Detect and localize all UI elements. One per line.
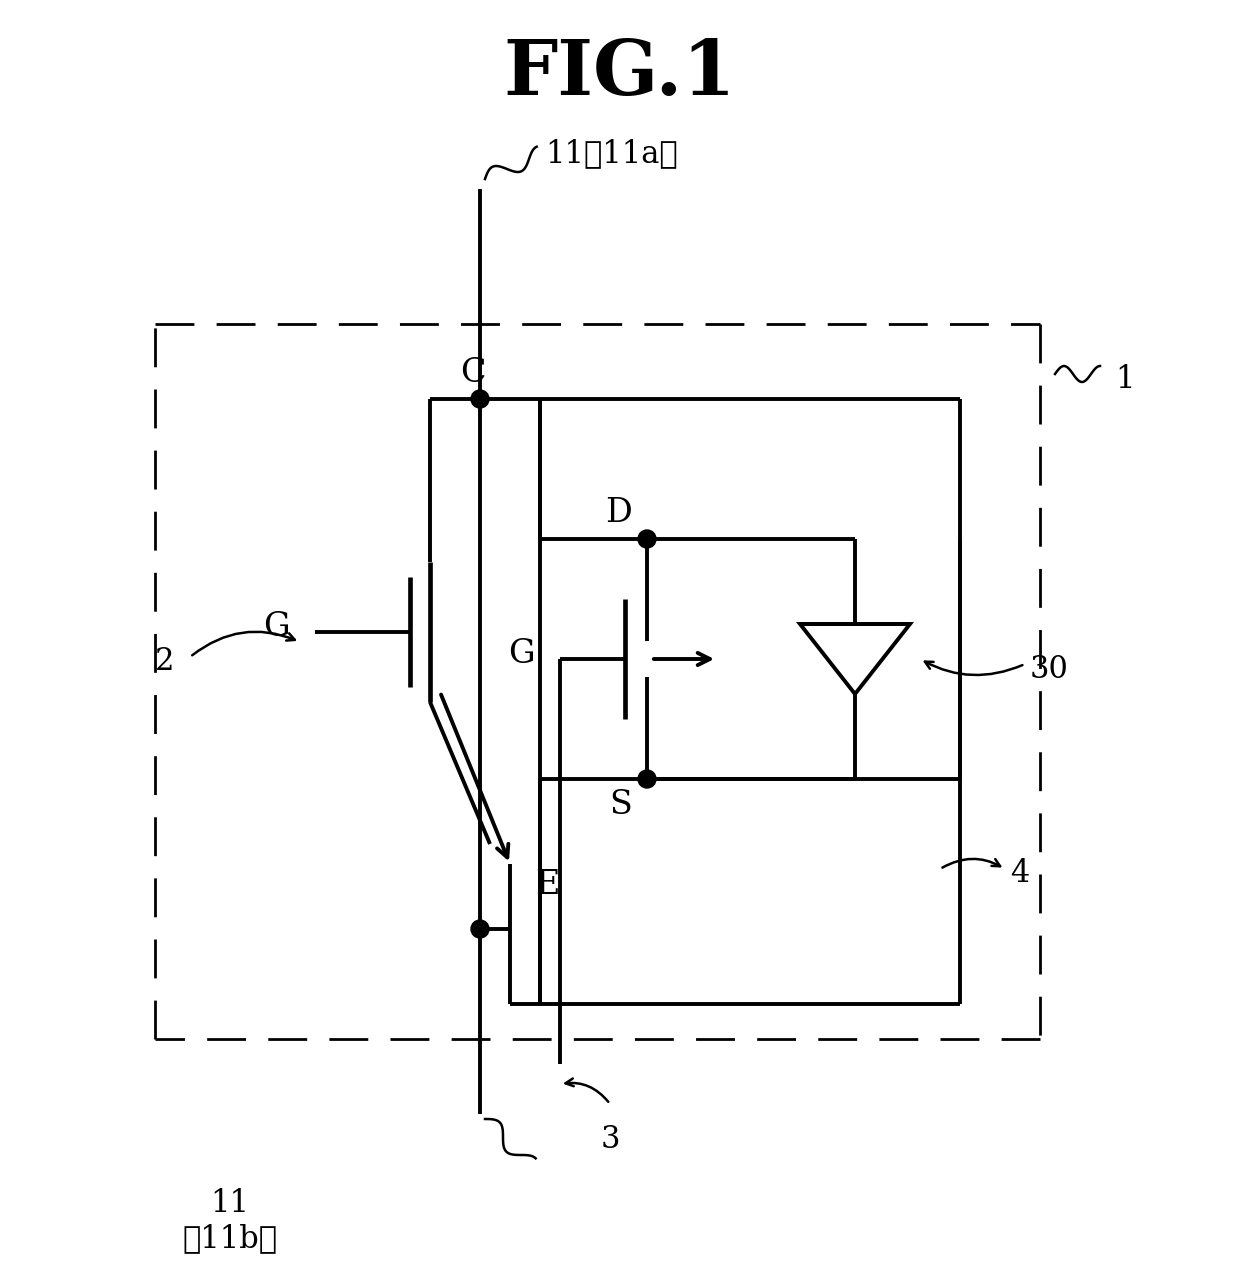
- Circle shape: [471, 920, 489, 938]
- Circle shape: [471, 390, 489, 409]
- Circle shape: [639, 530, 656, 548]
- Text: C: C: [460, 357, 486, 390]
- Text: 30: 30: [1030, 654, 1069, 684]
- Text: 11（11a）: 11（11a）: [546, 138, 677, 170]
- Text: 11: 11: [211, 1189, 249, 1220]
- Text: D: D: [605, 497, 632, 529]
- Text: S: S: [609, 789, 632, 821]
- Text: FIG.1: FIG.1: [503, 37, 737, 110]
- Circle shape: [639, 770, 656, 788]
- Text: 4: 4: [1011, 859, 1029, 890]
- Text: E: E: [534, 869, 559, 901]
- Text: 2: 2: [155, 646, 175, 678]
- Text: 3: 3: [600, 1124, 620, 1155]
- Text: 1: 1: [1115, 363, 1135, 395]
- Text: （11b）: （11b）: [182, 1223, 278, 1255]
- Text: G: G: [508, 638, 534, 670]
- Text: G: G: [263, 610, 290, 643]
